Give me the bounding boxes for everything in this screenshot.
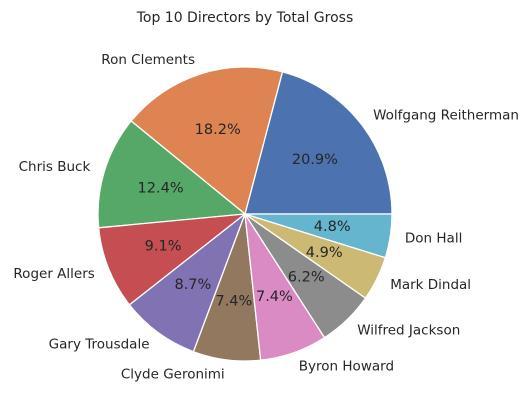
slice-pct-clyde-geronimi: 7.4%	[215, 294, 252, 310]
pie-slices	[97, 66, 393, 362]
slice-label-wolfgang-reitherman: Wolfgang Reitherman	[373, 107, 519, 123]
slice-label-clyde-geronimi: Clyde Geronimi	[121, 366, 225, 382]
slice-pct-chris-buck: 12.4%	[138, 180, 184, 196]
pie-slice-ron-clements	[130, 66, 284, 215]
chart-title: Top 10 Directors by Total Gross	[136, 10, 354, 26]
slice-pct-roger-allers: 9.1%	[145, 239, 182, 255]
slice-label-don-hall: Don Hall	[405, 230, 462, 246]
slice-pct-mark-dindal: 4.9%	[306, 245, 343, 261]
slice-label-roger-allers: Roger Allers	[13, 266, 94, 282]
slice-label-byron-howard: Byron Howard	[299, 359, 394, 375]
slice-pct-don-hall: 4.8%	[314, 219, 351, 235]
pie-slice-don-hall	[244, 213, 393, 259]
slice-label-ron-clements: Ron Clements	[101, 52, 195, 68]
slice-label-mark-dindal: Mark Dindal	[390, 277, 471, 293]
pie-slice-wolfgang-reitherman	[244, 71, 393, 215]
slice-pct-wolfgang-reitherman: 20.9%	[292, 152, 338, 168]
slice-pct-byron-howard: 7.4%	[256, 289, 293, 305]
pie-slice-roger-allers	[98, 213, 246, 306]
slice-pct-gary-trousdale: 8.7%	[174, 277, 211, 293]
slice-pct-wilfred-jackson: 6.2%	[288, 270, 325, 286]
slice-pct-ron-clements: 18.2%	[195, 122, 241, 138]
slice-label-wilfred-jackson: Wilfred Jackson	[357, 323, 460, 339]
pie-labels: Wolfgang Reitherman 20.9% Ron Clements 18.2…	[13, 52, 519, 382]
pie-slice-chris-buck	[97, 120, 246, 229]
slice-label-chris-buck: Chris Buck	[19, 159, 91, 175]
slice-label-gary-trousdale: Gary Trousdale	[49, 337, 150, 353]
